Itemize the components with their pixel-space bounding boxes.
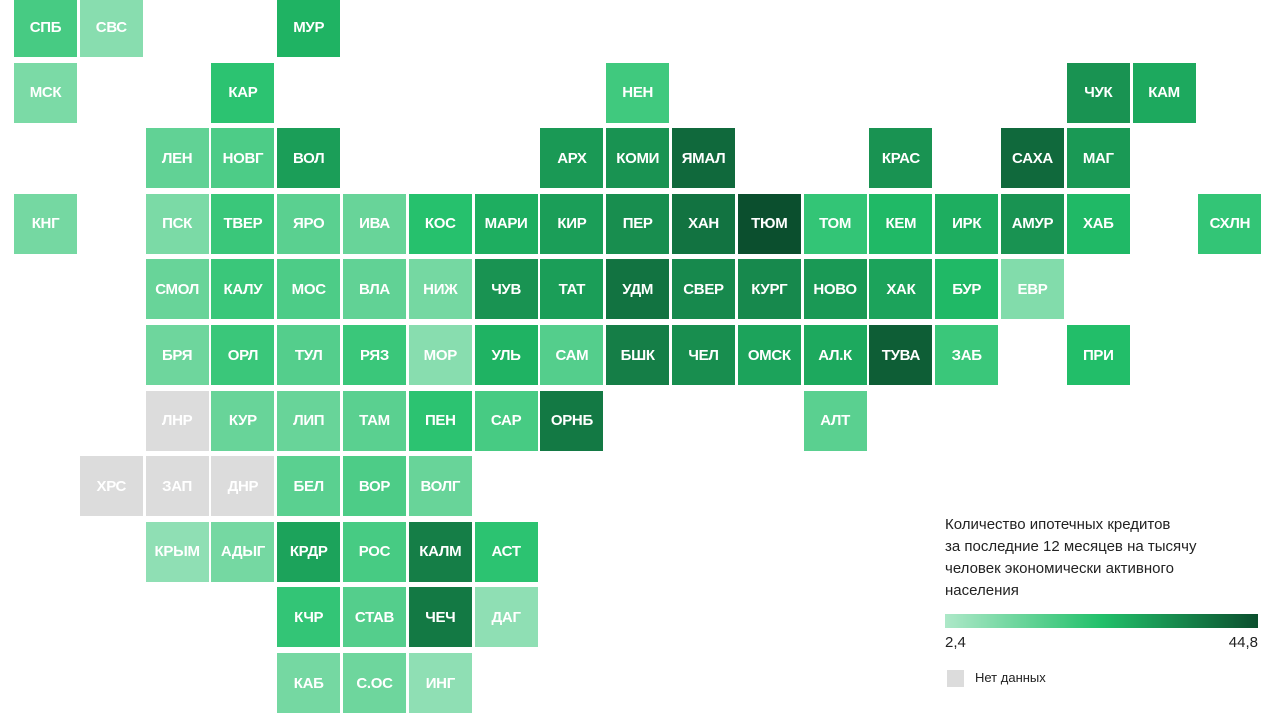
region-tile: АМУР: [1001, 193, 1064, 254]
region-tile: ЕВР: [1001, 259, 1064, 320]
region-tile: КНГ: [14, 193, 77, 254]
no-data-swatch: [947, 670, 964, 687]
region-tile: МОС: [277, 259, 341, 320]
region-tile: ЛНР: [145, 390, 209, 451]
region-tile: РОС: [343, 521, 406, 582]
region-tile: ХАН: [672, 193, 735, 254]
region-tile: УЛЬ: [474, 325, 538, 385]
region-tile: С.ОС: [343, 653, 406, 713]
region-tile: ВОР: [343, 456, 406, 517]
region-tile: ХАБ: [1066, 193, 1130, 254]
scale-max: 44,8: [1228, 634, 1258, 651]
region-tile: КИР: [540, 193, 604, 254]
region-tile: БУР: [935, 259, 999, 320]
region-tile: КОМИ: [606, 128, 670, 189]
region-tile: НОВГ: [211, 128, 275, 189]
region-tile: КРДР: [277, 521, 341, 582]
region-tile: ТЮМ: [737, 193, 801, 254]
region-tile: ВОЛГ: [408, 456, 472, 517]
region-tile: ИРК: [935, 193, 999, 254]
region-tile: ТОМ: [803, 193, 867, 254]
region-tile: КАМ: [1132, 62, 1196, 123]
region-tile: ОРЛ: [211, 325, 275, 385]
region-tile: ДАГ: [474, 587, 538, 648]
region-tile: ВЛА: [343, 259, 406, 320]
region-tile: АДЫГ: [211, 521, 275, 582]
legend-title: населения: [945, 582, 1019, 599]
region-tile: КРЫМ: [145, 521, 209, 582]
legend-title: человек экономически активного: [945, 560, 1175, 577]
region-tile: КУР: [211, 390, 275, 451]
region-tile: ЧЕЛ: [672, 325, 735, 385]
region-tile: РЯЗ: [343, 325, 406, 385]
region-tile: ТВЕР: [211, 193, 275, 254]
region-tile: ТАТ: [540, 259, 604, 320]
region-tile: УДМ: [606, 259, 670, 320]
region-tile: АРХ: [540, 128, 604, 189]
region-tile: НИЖ: [408, 259, 472, 320]
region-tile: МУР: [277, 0, 341, 57]
region-tile: СВС: [79, 0, 143, 57]
region-tile: КРАС: [869, 128, 933, 189]
region-tile: СТАВ: [343, 587, 406, 648]
region-tile: ОМСК: [737, 325, 801, 385]
region-tile: КЕМ: [869, 193, 933, 254]
region-tile: КАЛМ: [408, 521, 472, 582]
region-tile: АЛТ: [803, 390, 867, 451]
region-tile: СХЛН: [1198, 193, 1262, 254]
region-tile: ДНР: [211, 456, 275, 517]
region-tile: ЧУВ: [474, 259, 538, 320]
region-tile: НОВО: [803, 259, 867, 320]
region-tile: КУРГ: [737, 259, 801, 320]
region-tile: ПЕН: [408, 390, 472, 451]
region-tile: ЧУК: [1066, 62, 1130, 123]
region-tile: ТАМ: [343, 390, 406, 451]
region-tile: ХРС: [79, 456, 143, 517]
region-tile: ЛЕН: [145, 128, 209, 189]
region-tile: БЕЛ: [277, 456, 341, 517]
region-tile: ЗАП: [145, 456, 209, 517]
region-tile: КОС: [408, 193, 472, 254]
no-data-label: Нет данных: [975, 670, 1046, 685]
region-tile: АСТ: [474, 521, 538, 582]
region-tile: ПРИ: [1066, 325, 1130, 385]
region-tile: СМОЛ: [145, 259, 209, 320]
region-tile: ЯМАЛ: [672, 128, 735, 189]
region-tile: СВЕР: [672, 259, 735, 320]
legend-title: за последние 12 месяцев на тысячу: [945, 538, 1197, 555]
region-tile: КАБ: [277, 653, 341, 713]
region-tile: БШК: [606, 325, 670, 385]
region-tile: САМ: [540, 325, 604, 385]
region-tile: ТУВА: [869, 325, 933, 385]
scale-min: 2,4: [945, 634, 966, 651]
region-tile: ЗАБ: [935, 325, 999, 385]
region-tile: САХА: [1001, 128, 1064, 189]
region-tile: ВОЛ: [277, 128, 341, 189]
region-tile: МАГ: [1066, 128, 1130, 189]
region-tile: ЯРО: [277, 193, 341, 254]
region-tile: ТУЛ: [277, 325, 341, 385]
region-tile: КАЛУ: [211, 259, 275, 320]
region-tile: НЕН: [606, 62, 670, 123]
region-tile: ХАК: [869, 259, 933, 320]
region-tile: ПЕР: [606, 193, 670, 254]
region-tile: КАР: [211, 62, 275, 123]
region-tile: ИНГ: [408, 653, 472, 713]
region-tile: БРЯ: [145, 325, 209, 385]
legend-title: Количество ипотечных кредитов: [945, 516, 1171, 533]
region-tile: ЛИП: [277, 390, 341, 451]
color-scale: [945, 614, 1258, 628]
region-tile: МОР: [408, 325, 472, 385]
region-tile: АЛ.К: [803, 325, 867, 385]
region-tile: МСК: [14, 62, 77, 123]
region-tile: ОРНБ: [540, 390, 604, 451]
region-tile: ИВА: [343, 193, 406, 254]
region-tile: КЧР: [277, 587, 341, 648]
region-tile: МАРИ: [474, 193, 538, 254]
region-tile: САР: [474, 390, 538, 451]
region-tile: ПСК: [145, 193, 209, 254]
region-tile: ЧЕЧ: [408, 587, 472, 648]
region-tile: СПБ: [14, 0, 77, 57]
